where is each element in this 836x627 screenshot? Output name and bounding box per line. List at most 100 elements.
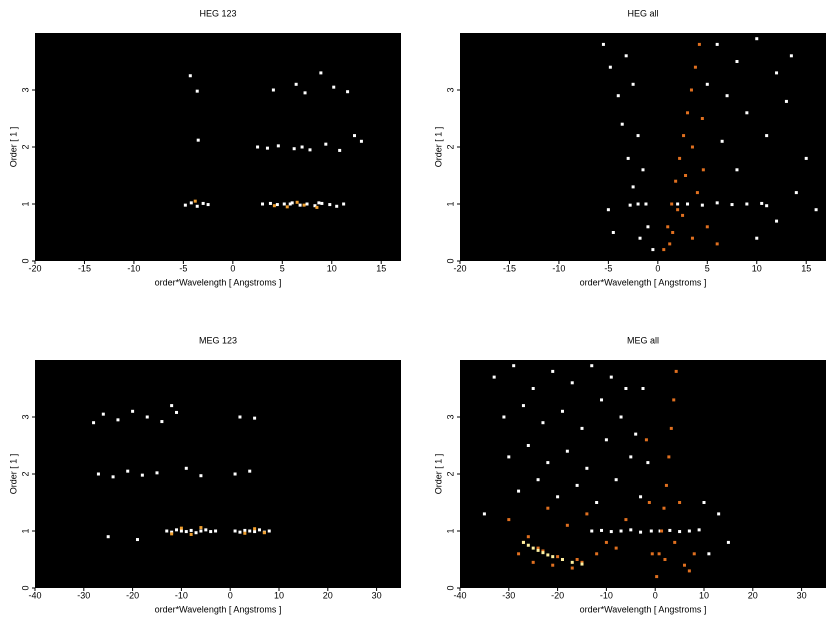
point [175,528,179,532]
x-tick-label: 10 [274,590,284,600]
x-tick-label: -20 [453,263,466,273]
point [636,202,640,206]
point [616,94,620,98]
point [196,138,200,142]
point [657,552,661,556]
point [521,540,525,544]
point [707,552,711,556]
point [575,483,579,487]
point [294,82,298,86]
point [541,551,545,555]
point [556,555,560,559]
point [804,156,808,160]
x-tick-label: -10 [600,590,613,600]
point [745,202,749,206]
point [248,529,252,533]
y-tick-label: 1 [20,528,30,533]
point [673,540,677,544]
point [690,145,694,149]
point [735,60,739,63]
point [295,200,299,204]
x-tick-label: -40 [28,590,41,600]
point [700,117,704,120]
y-axis-label: Order [ 1 ] [433,454,443,495]
point [214,529,218,533]
point [641,168,645,172]
point [556,495,560,499]
point [195,89,199,93]
y-tick-label: 0 [445,585,455,590]
point [715,42,719,46]
point [546,553,550,557]
x-tick-label: 10 [327,263,337,273]
point [609,375,613,379]
point [626,156,630,160]
point [690,236,694,240]
plot-area [35,360,401,588]
point [536,478,540,482]
point [135,538,139,542]
y-tick-label: 3 [20,87,30,92]
point [570,560,574,564]
point [233,472,237,476]
point [531,560,535,564]
x-tick-label: 15 [801,263,811,273]
point [682,134,686,138]
point [526,535,530,539]
point [639,495,643,499]
point [206,203,210,207]
point [288,202,292,206]
point [624,387,628,390]
point [662,506,666,510]
y-tick-label: 2 [445,144,455,149]
x-tick-label: -30 [77,590,90,600]
point [646,461,650,465]
x-tick-label: -15 [78,263,91,273]
point [604,540,608,544]
point [257,528,261,532]
point [275,203,279,207]
plot-area [460,360,826,588]
point [745,111,749,115]
point [272,204,276,208]
panel-title: MEG 123 [199,335,237,345]
point [700,203,704,207]
point [256,145,260,149]
point [595,501,599,504]
point [668,242,672,246]
point [600,398,604,402]
point [672,398,676,402]
point [651,248,655,252]
x-tick-label: 10 [699,590,709,600]
point [649,529,653,533]
x-axis-label: order*Wavelength [ Angstroms ] [155,604,282,614]
point [262,531,266,535]
point [238,530,242,534]
point [346,90,350,94]
point [140,473,144,477]
point [641,387,645,390]
point [755,236,759,240]
point [634,432,638,436]
point [248,469,252,473]
point [131,409,135,413]
point [209,530,213,534]
point [194,531,198,535]
y-tick-label: 2 [20,144,30,149]
point [292,147,296,151]
y-tick-label: 3 [445,87,455,92]
point [678,156,682,160]
point [715,242,719,246]
point [720,139,724,143]
x-axis-label: order*Wavelength [ Angstroms ] [580,277,707,287]
point [609,530,613,534]
point [789,54,793,58]
point [265,146,269,150]
point [298,203,302,207]
point [526,444,530,447]
point [794,191,798,195]
point [285,205,289,209]
point [502,415,506,419]
point [663,558,667,561]
point [575,558,579,561]
